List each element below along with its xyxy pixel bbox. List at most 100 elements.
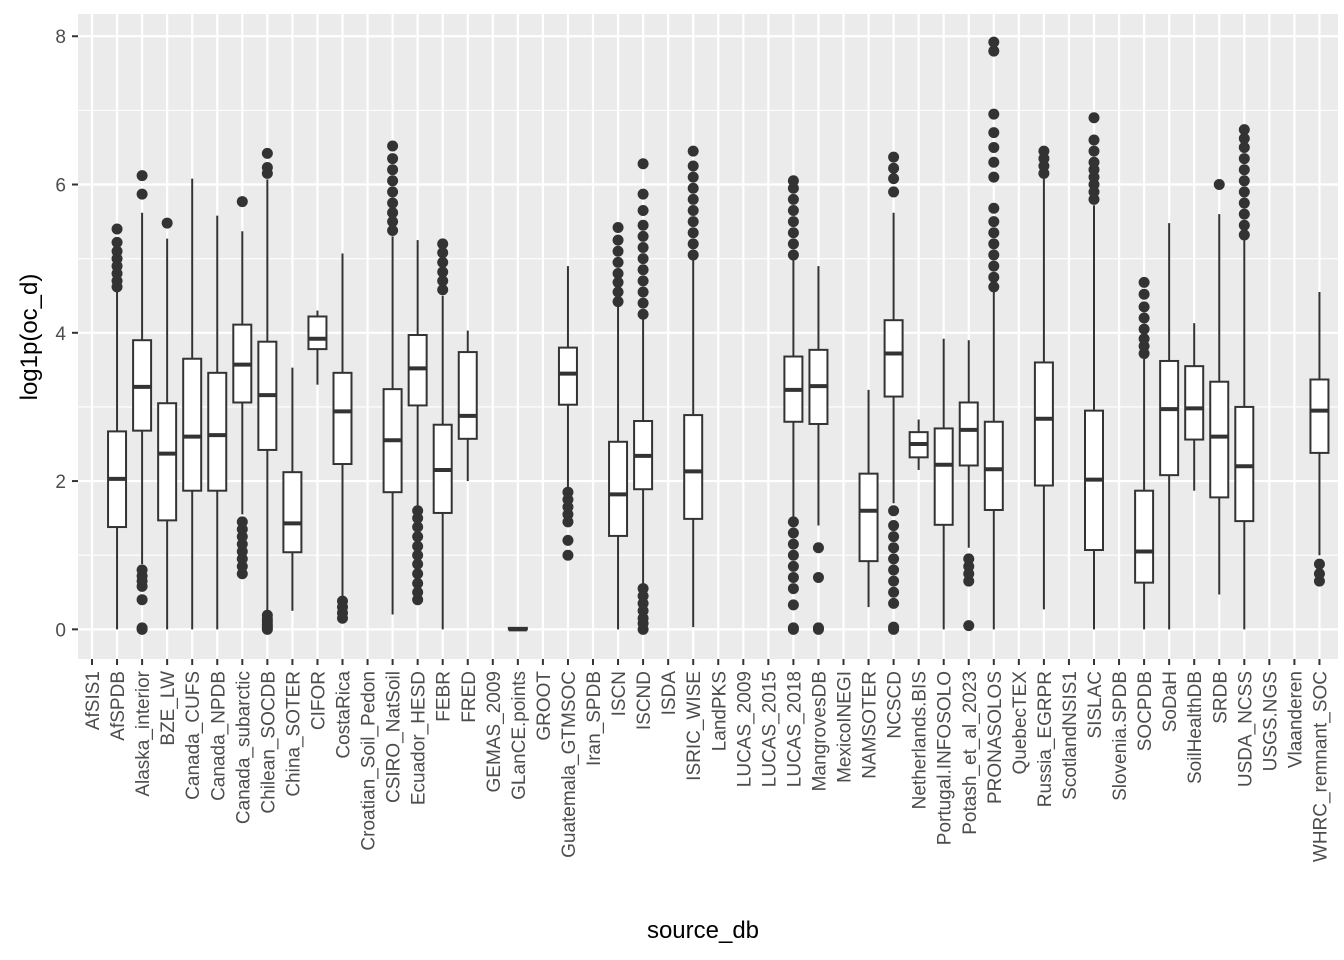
x-tick-label: Ecuador_HESD bbox=[409, 671, 430, 805]
outlier-point bbox=[888, 151, 900, 163]
box-NAMSOTER bbox=[858, 389, 879, 608]
outlier-point bbox=[888, 531, 900, 543]
outlier-point bbox=[988, 260, 1000, 272]
x-tick-label: AfSPDB bbox=[108, 671, 129, 741]
x-tick-label: PRONASOLOS bbox=[985, 671, 1006, 804]
outlier-point bbox=[1238, 124, 1250, 136]
outlier-point bbox=[387, 175, 399, 187]
outlier-point bbox=[1138, 301, 1150, 313]
outlier-point bbox=[637, 583, 649, 595]
outlier-point bbox=[612, 245, 624, 257]
x-tick-label: BZE_LW bbox=[158, 671, 179, 746]
outlier-point bbox=[787, 599, 799, 611]
x-tick-label: Canada_NPDB bbox=[208, 671, 229, 801]
outlier-point bbox=[1088, 112, 1100, 124]
outlier-point bbox=[437, 247, 449, 259]
outlier-point bbox=[637, 264, 649, 276]
outlier-point bbox=[787, 216, 799, 228]
y-tick-label: 2 bbox=[55, 472, 66, 493]
outlier-point bbox=[412, 540, 424, 552]
outlier-point bbox=[963, 553, 975, 565]
outlier-point bbox=[787, 193, 799, 205]
x-tick-label: Vlaanderen bbox=[1285, 671, 1306, 768]
outlier-point bbox=[136, 594, 148, 606]
outlier-point bbox=[412, 531, 424, 543]
box-WHRC_remnant_SOC bbox=[1309, 292, 1330, 587]
box-Russia_EGRPR bbox=[1033, 145, 1054, 610]
outlier-point bbox=[1088, 134, 1100, 146]
x-tick-label: ISRIC_WISE bbox=[684, 671, 705, 781]
box-GLanCE.points bbox=[507, 626, 528, 632]
x-tick-label: LandPKS bbox=[709, 671, 730, 751]
outlier-point bbox=[787, 175, 799, 187]
outlier-point bbox=[687, 204, 699, 216]
x-tick-label: Iran_SPDB bbox=[584, 671, 605, 766]
outlier-point bbox=[1238, 197, 1250, 209]
outlier-point bbox=[261, 161, 273, 173]
outlier-point bbox=[988, 36, 1000, 48]
x-axis: AfSIS1 AfSPDB Alaska_interior BZE_LW Canada_… bbox=[83, 659, 1331, 862]
outlier-point bbox=[1238, 229, 1250, 241]
box-iqr bbox=[983, 420, 1004, 511]
outlier-point bbox=[387, 224, 399, 236]
outlier-point bbox=[1088, 145, 1100, 157]
y-tick-label: 6 bbox=[55, 176, 66, 197]
outlier-point bbox=[988, 238, 1000, 250]
outlier-point bbox=[888, 505, 900, 517]
box-CSIRO_NatSoil bbox=[382, 140, 403, 615]
x-tick-label: SRDB bbox=[1210, 671, 1231, 724]
box-SRDB bbox=[1209, 179, 1230, 595]
outlier-point bbox=[988, 45, 1000, 57]
x-tick-label: CIFOR bbox=[308, 671, 329, 730]
outlier-point bbox=[161, 217, 173, 229]
x-tick-label: GEMAS_2009 bbox=[484, 671, 505, 792]
outlier-point bbox=[136, 188, 148, 200]
y-tick-label: 0 bbox=[55, 620, 66, 641]
outlier-point bbox=[612, 276, 624, 288]
outlier-point bbox=[787, 204, 799, 216]
outlier-point bbox=[888, 520, 900, 532]
outlier-point bbox=[888, 575, 900, 587]
outlier-point bbox=[787, 238, 799, 250]
outlier-point bbox=[637, 308, 649, 320]
outlier-point bbox=[1238, 175, 1250, 187]
outlier-point bbox=[988, 281, 1000, 293]
box-CostaRica bbox=[332, 253, 353, 624]
box-iqr bbox=[608, 440, 629, 537]
outlier-point bbox=[1138, 333, 1150, 345]
outlier-point bbox=[136, 622, 148, 634]
outlier-point bbox=[1138, 323, 1150, 335]
outlier-point bbox=[988, 271, 1000, 283]
outlier-point bbox=[687, 227, 699, 239]
outlier-point bbox=[261, 609, 273, 621]
outlier-point bbox=[412, 577, 424, 589]
outlier-point bbox=[787, 622, 799, 634]
outlier-point bbox=[888, 621, 900, 633]
box-Ecuador_HESD bbox=[407, 240, 428, 606]
box-Canada_subarctic bbox=[232, 196, 253, 580]
outlier-point bbox=[787, 227, 799, 239]
x-tick-label: GROOT bbox=[534, 671, 555, 741]
outlier-point bbox=[387, 186, 399, 198]
outlier-point bbox=[562, 534, 574, 546]
outlier-point bbox=[412, 549, 424, 561]
outlier-point bbox=[562, 549, 574, 561]
box-SISLAC bbox=[1084, 112, 1104, 630]
x-axis-title: source_db bbox=[647, 917, 759, 944]
box-FRED bbox=[457, 330, 478, 482]
outlier-point bbox=[111, 236, 123, 248]
outlier-point bbox=[387, 140, 399, 152]
box-MangrovesDB bbox=[808, 266, 829, 635]
outlier-point bbox=[1088, 156, 1100, 168]
x-tick-label: LUCAS_2018 bbox=[784, 671, 805, 787]
outlier-point bbox=[988, 249, 1000, 261]
box-iqr bbox=[1209, 380, 1230, 499]
outlier-point bbox=[637, 158, 649, 170]
outlier-point bbox=[988, 171, 1000, 183]
outlier-point bbox=[637, 230, 649, 242]
box-SoDaH bbox=[1159, 223, 1180, 630]
x-tick-label: LUCAS_2015 bbox=[759, 671, 780, 787]
outlier-point bbox=[988, 202, 1000, 214]
box-iqr bbox=[182, 357, 203, 492]
outlier-point bbox=[136, 564, 148, 576]
